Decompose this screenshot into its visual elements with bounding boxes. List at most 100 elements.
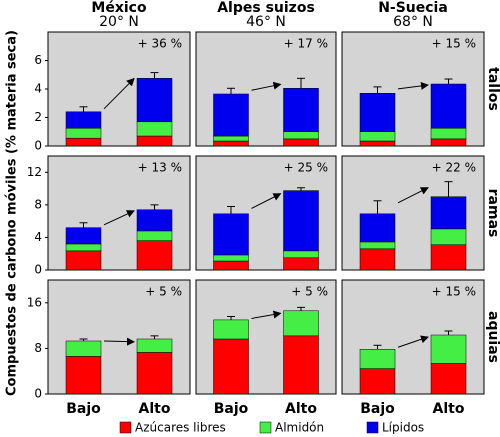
bar-segment	[65, 137, 102, 147]
row-label: tallos	[485, 67, 500, 111]
bar-segment	[65, 111, 102, 129]
error-bar	[227, 87, 235, 94]
bar-segment	[283, 190, 319, 252]
bar-segment	[213, 254, 249, 262]
x-tick-label: Alto	[285, 401, 317, 417]
bar-segment	[283, 310, 319, 337]
error-bar	[79, 222, 88, 228]
bar-segment	[213, 93, 249, 137]
bar-segment	[430, 196, 467, 230]
bar-segment	[283, 88, 319, 132]
annotation: + 5 %	[145, 285, 182, 299]
column-title: Alpes suizos	[217, 0, 315, 16]
error-bar	[373, 86, 382, 94]
trend-arrow	[103, 77, 135, 110]
legend-label: Azúcares libres	[135, 421, 226, 435]
bar-segment	[213, 140, 249, 147]
trend-arrow	[251, 193, 282, 209]
x-tick-label: Alto	[139, 401, 171, 417]
error-bar	[227, 205, 235, 214]
y-tick-label: 0	[34, 139, 42, 153]
error-bar	[79, 106, 88, 112]
bar-segment	[136, 209, 173, 232]
trend-arrow	[397, 335, 429, 348]
bar-segment	[213, 260, 249, 271]
error-bar	[297, 187, 305, 191]
bar-segment	[359, 349, 396, 369]
bar-segment	[213, 135, 249, 142]
error-bar	[444, 181, 453, 197]
y-tick-label: 12	[27, 165, 42, 179]
y-axis-label: Compuestos de carbono móviles (% materia…	[5, 30, 20, 396]
trend-arrow	[103, 337, 135, 346]
bar-segment	[283, 257, 319, 271]
error-bar	[444, 330, 453, 336]
bar-segment	[136, 338, 173, 353]
legend-swatch	[259, 421, 272, 434]
bar-segment	[136, 230, 173, 241]
column-title: México	[91, 0, 147, 16]
annotation: + 13 %	[138, 161, 182, 175]
legend-label: Lípidos	[382, 421, 424, 435]
bar-segment	[359, 241, 396, 250]
bar-segment	[65, 250, 102, 271]
bar-segment	[430, 138, 467, 147]
column-subtitle: 46° N	[246, 14, 286, 30]
annotation: + 15 %	[432, 37, 476, 51]
bar-segment	[283, 138, 319, 147]
column-title: N-Suecia	[378, 0, 448, 16]
bar-segment	[359, 140, 396, 147]
bar-segment	[430, 127, 467, 140]
annotation: + 22 %	[432, 161, 476, 175]
error-bar	[150, 72, 159, 79]
bar-segment	[430, 228, 467, 246]
bar-segment	[283, 335, 319, 395]
y-tick-label: 4	[34, 82, 42, 96]
trend-arrow	[251, 81, 282, 91]
error-bar	[297, 77, 305, 89]
legend-swatch	[119, 421, 132, 434]
bar-segment	[136, 135, 173, 147]
bar-segment	[430, 334, 467, 364]
error-bar	[150, 335, 159, 339]
annotation: + 36 %	[138, 37, 182, 51]
error-bar	[373, 344, 382, 350]
bar-segment	[65, 340, 102, 357]
bar-segment	[359, 131, 396, 142]
annotation: + 25 %	[284, 161, 328, 175]
trend-arrow	[251, 310, 282, 319]
error-bar	[150, 204, 159, 210]
x-tick-label: Bajo	[360, 401, 395, 417]
y-tick-label: 4	[34, 230, 42, 244]
bar-segment	[430, 363, 467, 395]
error-bar	[79, 338, 88, 341]
error-bar	[297, 306, 305, 311]
bar-segment	[136, 240, 173, 271]
bar-segment	[283, 131, 319, 140]
column-subtitle: 20° N	[99, 14, 139, 30]
legend-swatch	[366, 421, 379, 434]
bar-segment	[359, 248, 396, 271]
y-tick-label: 6	[34, 53, 42, 67]
error-bar	[444, 78, 453, 85]
y-tick-label: 0	[34, 387, 42, 401]
row-label: aquias	[485, 311, 500, 363]
annotation: + 17 %	[284, 37, 328, 51]
bar-segment	[359, 213, 396, 243]
legend-label: Almidón	[275, 421, 324, 435]
bar-segment	[65, 243, 102, 252]
bar-segment	[213, 319, 249, 340]
bar-segment	[213, 338, 249, 395]
bar-segment	[65, 127, 102, 139]
y-tick-label: 8	[34, 197, 42, 211]
bar-segment	[136, 78, 173, 123]
x-tick-label: Bajo	[214, 401, 249, 417]
bar-segment	[359, 93, 396, 132]
bar-segment	[65, 227, 102, 245]
annotation: + 5 %	[291, 285, 328, 299]
error-bar	[373, 200, 382, 214]
bar-segment	[213, 213, 249, 256]
y-tick-label: 16	[27, 295, 42, 309]
error-bar	[227, 315, 235, 320]
